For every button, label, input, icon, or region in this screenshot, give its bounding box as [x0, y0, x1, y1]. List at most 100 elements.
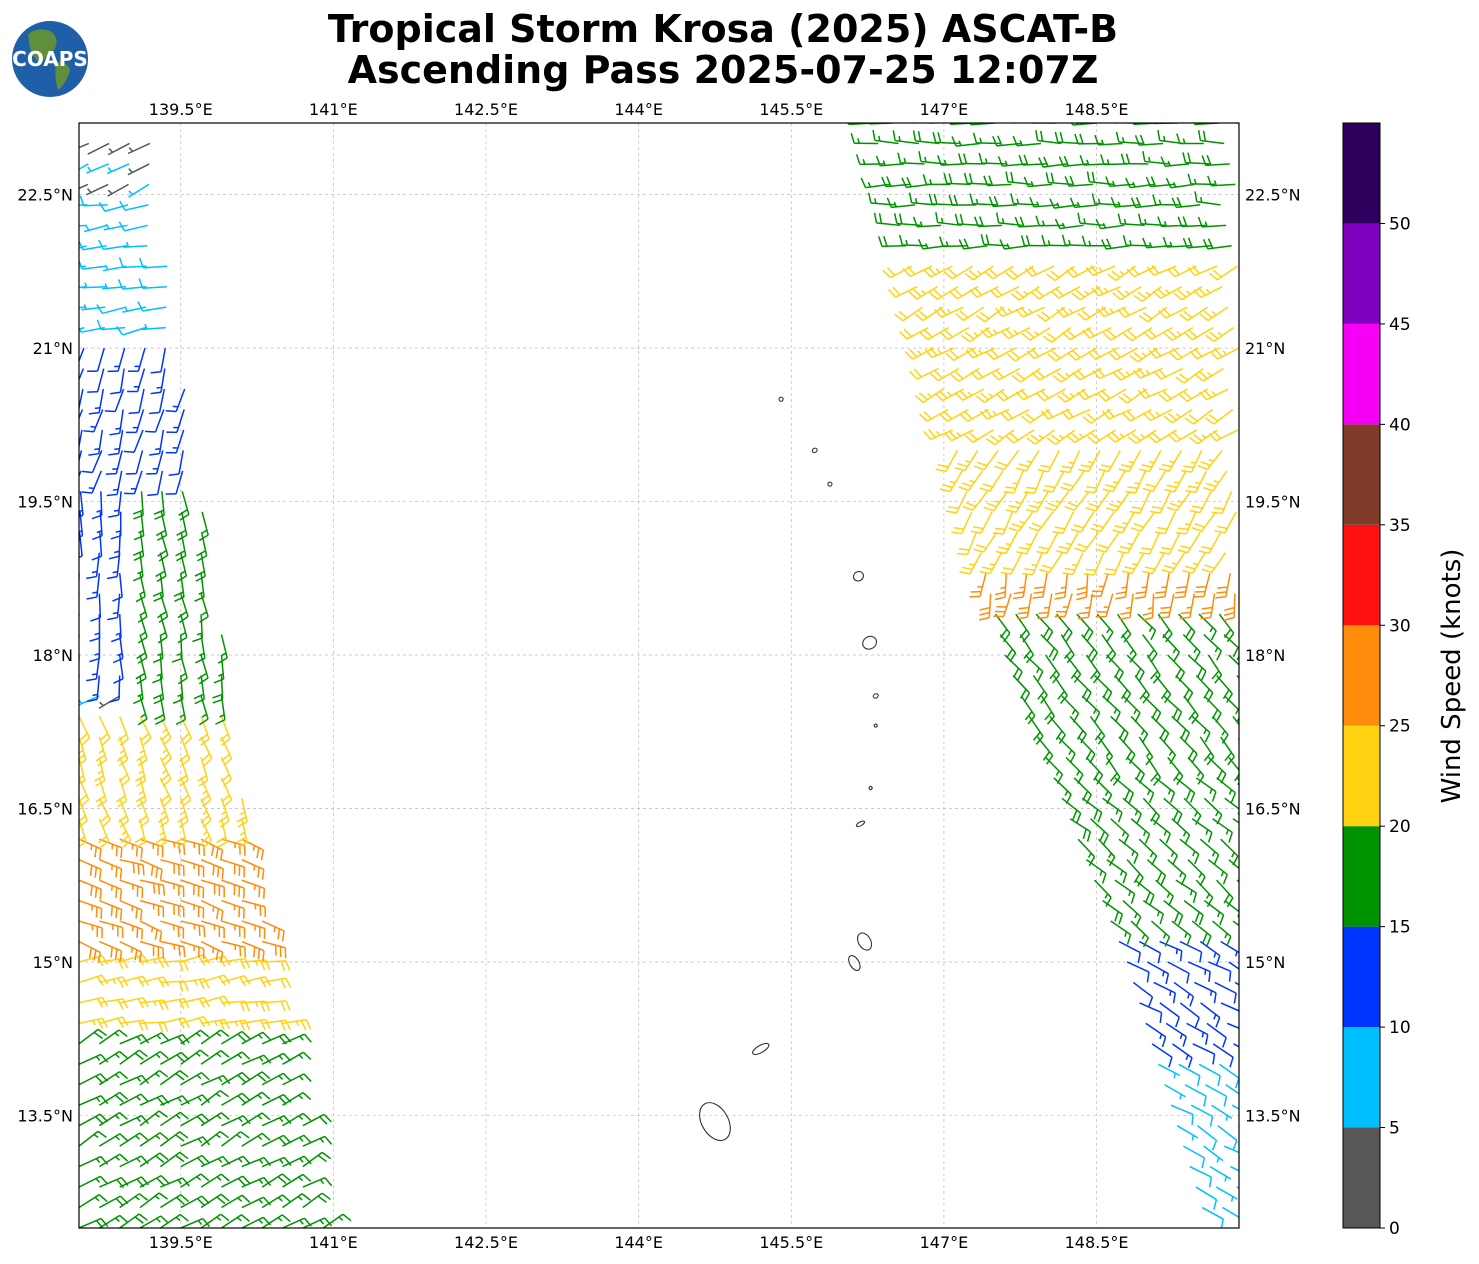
wind-barb: [282, 1051, 312, 1065]
lon-tick-label-bottom: 139.5°E: [149, 1233, 213, 1252]
wind-barb: [79, 614, 80, 622]
wind-barb: [1175, 367, 1204, 384]
wind-barb: [1054, 573, 1069, 600]
wind-barb: [1142, 470, 1167, 492]
wind-barb: [106, 163, 130, 175]
wind-barb: [1159, 1002, 1180, 1028]
wind-barb: [1139, 450, 1162, 473]
colorbar-bin: [1343, 826, 1380, 927]
wind-barb: [1165, 177, 1195, 189]
wind-barb: [221, 920, 246, 939]
wind-barb: [1153, 981, 1177, 1004]
wind-barb: [79, 183, 89, 190]
wind-barb: [241, 1054, 272, 1065]
wind-barb: [138, 798, 150, 828]
wind-barb: [1192, 1043, 1216, 1065]
wind-barb: [1074, 531, 1100, 553]
wind-barb: [943, 173, 971, 186]
wind-barb: [1117, 531, 1140, 555]
wind-barb: [180, 977, 210, 990]
wind-barb: [109, 409, 124, 436]
wind-barb: [989, 286, 1020, 299]
wind-barb: [882, 265, 912, 279]
wind-barb: [961, 327, 990, 343]
wind-barb: [86, 183, 109, 196]
wind-barb: [1122, 695, 1141, 723]
wind-barb: [1167, 654, 1186, 682]
wind-barb: [98, 239, 128, 251]
wind-barb: [241, 920, 266, 939]
wind-barb: [1064, 175, 1093, 187]
wind-barb: [1106, 654, 1124, 682]
wind-barb: [934, 306, 964, 318]
wind-barb: [1121, 634, 1137, 663]
wind-barb: [887, 286, 918, 298]
wind-barb: [136, 736, 148, 767]
wind-barb: [1159, 736, 1177, 765]
wind-barb: [1005, 490, 1029, 513]
wind-barb: [79, 1194, 108, 1209]
wind-barb: [150, 368, 166, 395]
wind-barb: [1045, 654, 1060, 684]
lat-tick-label-right: 18°N: [1245, 646, 1285, 665]
wind-barb: [1165, 1022, 1187, 1047]
wind-barb: [1209, 1165, 1232, 1182]
wind-barb: [322, 1213, 352, 1228]
wind-barb: [1065, 756, 1084, 784]
wind-barb: [1024, 654, 1044, 682]
wind-barb: [153, 491, 165, 520]
wind-barb: [1152, 286, 1183, 299]
wind-barb: [1183, 1145, 1206, 1169]
wind-barb: [1016, 593, 1033, 620]
wind-barb: [241, 1176, 272, 1188]
wind-barb: [119, 1093, 149, 1106]
wind-barb: [886, 197, 916, 209]
wind-barb: [160, 920, 185, 939]
wind-barb: [302, 1151, 331, 1168]
wind-barb: [1212, 818, 1233, 843]
wind-barb: [1175, 674, 1194, 703]
wind-barb: [1132, 981, 1154, 1007]
map-area: 139.5°E 139.5°E 141°E 141°E 142.5°E 142.5°E 14…: [17, 100, 1300, 1252]
wind-barb: [1155, 879, 1174, 907]
longitude-tick-labels: 139.5°E 139.5°E 141°E 141°E 142.5°E 142.5°E 14…: [149, 100, 1129, 1252]
wind-barb: [200, 940, 224, 963]
lon-tick-label-top: 148.5°E: [1065, 100, 1129, 119]
wind-barb: [261, 1115, 292, 1127]
wind-barb: [1053, 777, 1072, 805]
wind-barb: [86, 675, 101, 703]
wind-barb: [1142, 552, 1166, 575]
wind-barb: [1167, 265, 1197, 278]
wind-barb: [1078, 450, 1101, 473]
wind-barb: [119, 954, 150, 966]
wind-barb: [180, 1071, 210, 1086]
wind-barb: [957, 153, 986, 165]
wind-barb: [1112, 511, 1136, 534]
wind-barb: [241, 858, 265, 880]
wind-barb: [79, 388, 84, 412]
wind-barb: [1184, 1084, 1207, 1107]
wind-barb: [1097, 388, 1127, 402]
wind-barb: [1057, 736, 1076, 764]
wind-barb: [943, 265, 973, 280]
wind-barb: [200, 995, 231, 1007]
wind-barb: [261, 940, 287, 959]
wind-barb: [282, 1193, 311, 1209]
wind-barb: [196, 532, 208, 562]
wind-barb: [978, 593, 992, 621]
wind-barb: [1015, 306, 1046, 318]
wind-barb: [218, 798, 230, 828]
wind-barb: [929, 367, 960, 382]
lat-tick-label-left: 21°N: [33, 339, 73, 358]
wind-barb: [149, 388, 166, 415]
wind-barb: [1021, 408, 1051, 424]
wind-barb: [995, 531, 1018, 555]
wind-barb: [79, 224, 87, 227]
wind-barb: [127, 347, 146, 373]
wind-barb: [1171, 818, 1191, 845]
coaps-logo: COAPS: [12, 21, 88, 97]
wind-barb: [1065, 654, 1082, 684]
wind-barb: [1101, 238, 1130, 250]
wind-barb: [912, 216, 942, 228]
wind-barb: [988, 196, 1018, 208]
